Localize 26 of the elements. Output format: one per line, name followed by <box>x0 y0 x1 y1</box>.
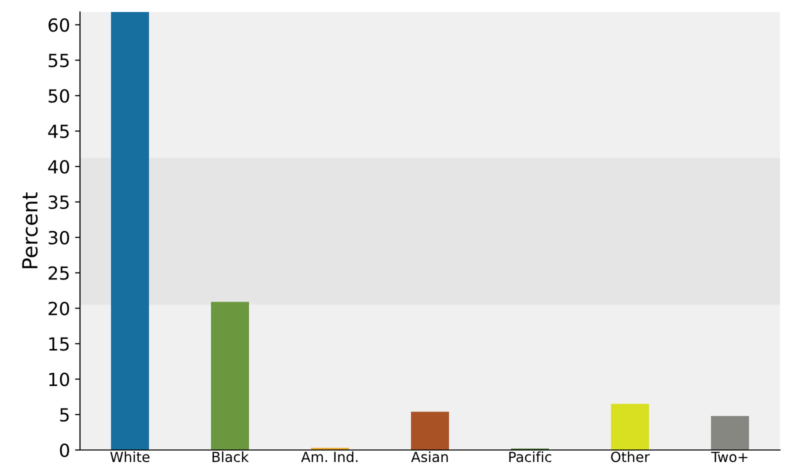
x-tick-label: Asian <box>411 451 448 462</box>
x-tick-label: White <box>110 451 150 462</box>
y-tick-label: 35 <box>48 195 69 210</box>
bar <box>111 12 149 450</box>
bar <box>711 416 749 450</box>
bar <box>411 412 449 450</box>
y-tick-label: 5 <box>60 408 69 422</box>
x-tick-label: Pacific <box>509 451 552 462</box>
y-tick-label: 30 <box>48 230 70 244</box>
x-tick-label: Two+ <box>711 452 748 462</box>
y-axis-title: Percent <box>22 192 38 268</box>
y-tick-label: 55 <box>48 54 69 68</box>
y-tick-label: 50 <box>48 89 70 103</box>
y-tick-label: 15 <box>49 337 69 351</box>
y-tick-label: 20 <box>48 302 70 316</box>
y-tick-label: 40 <box>48 160 70 174</box>
y-tick-label: 25 <box>48 266 69 280</box>
bar <box>211 302 249 450</box>
y-tick-label: 10 <box>49 372 70 386</box>
y-tick-label: 60 <box>48 18 70 32</box>
x-tick-label: Other <box>611 451 650 462</box>
x-tick-label: Black <box>212 451 249 462</box>
y-tick-label: 0 <box>60 443 70 458</box>
x-tick-label: Am. Ind. <box>301 451 358 462</box>
bar <box>611 404 649 450</box>
y-tick-label: 45 <box>48 124 69 138</box>
